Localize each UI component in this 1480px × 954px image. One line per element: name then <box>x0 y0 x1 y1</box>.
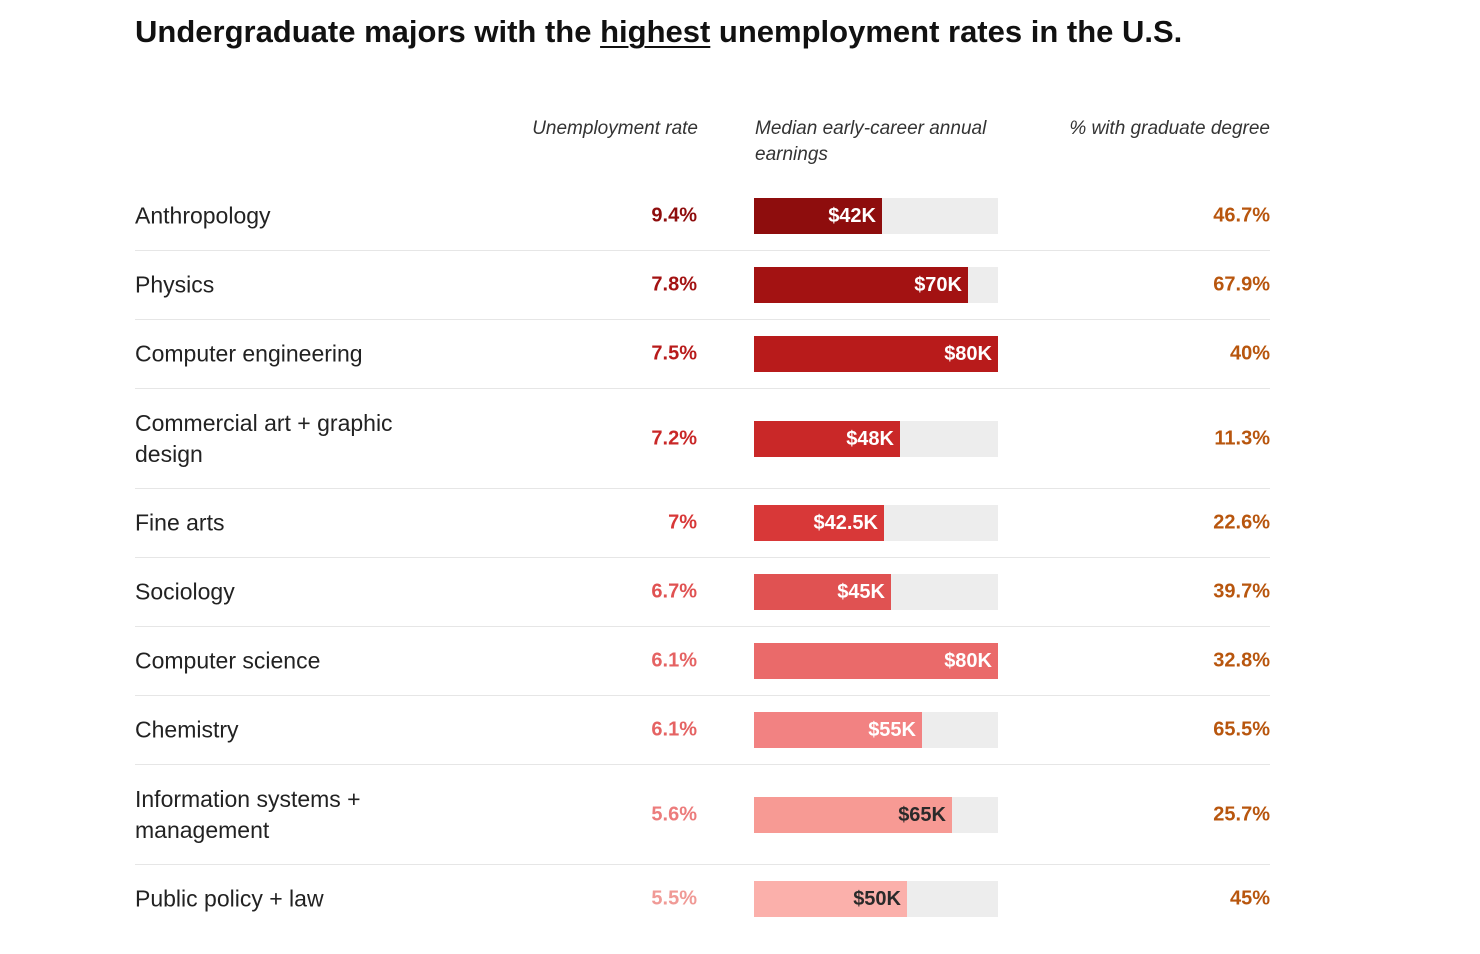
header-unemployment-rate: Unemployment rate <box>532 118 698 139</box>
header-graduate-degree: % with graduate degree <box>1069 118 1270 139</box>
title-part-1: Undergraduate majors with the <box>135 14 601 49</box>
earnings-bar-track: $50K <box>754 881 998 917</box>
earnings-label: $80K <box>944 650 992 672</box>
unemployment-rate-value: 6.1% <box>651 718 697 741</box>
majors-table: Anthropology 9.4% $42K 46.7% Physics 7.8% $70K… <box>135 182 1270 933</box>
earnings-label: $45K <box>837 581 885 603</box>
unemployment-rate-value: 7% <box>668 511 697 534</box>
earnings-bar-track: $48K <box>754 420 998 457</box>
table-row: Anthropology 9.4% $42K 46.7% <box>135 182 1270 251</box>
major-name: Computer engineering <box>135 340 363 367</box>
graduate-degree-value: 32.8% <box>1213 649 1270 672</box>
earnings-label: $80K <box>944 343 992 365</box>
earnings-bar-track: $45K <box>754 574 998 610</box>
table-row: Fine arts 7% $42.5K 22.6% <box>135 489 1270 558</box>
header-median-earnings: Median early-career annual earnings <box>755 118 987 165</box>
earnings-label: $55K <box>868 719 916 741</box>
graduate-degree-value: 40% <box>1229 342 1270 365</box>
graduate-degree-value: 46.7% <box>1213 204 1270 227</box>
earnings-bar: $55K <box>754 712 922 748</box>
unemployment-rate-value: 5.5% <box>651 887 697 910</box>
table-row: Public policy + law 5.5% $50K 45% <box>135 865 1270 933</box>
earnings-bar-track: $65K <box>754 796 998 833</box>
earnings-bar: $65K <box>754 796 952 833</box>
earnings-bar: $48K <box>754 420 900 457</box>
title-part-2: unemployment rates in the U.S. <box>710 14 1183 49</box>
earnings-bar-track: $42.5K <box>754 505 998 541</box>
earnings-label: $70K <box>914 274 962 296</box>
title-emphasis: highest <box>600 14 711 49</box>
earnings-bar: $70K <box>754 267 968 303</box>
unemployment-rate-value: 5.6% <box>651 803 697 825</box>
graduate-degree-value: 65.5% <box>1213 718 1270 741</box>
earnings-bar: $80K <box>754 336 998 372</box>
unemployment-rate-value: 7.8% <box>651 273 697 296</box>
table-row: Information systems + management 5.6% $65K… <box>135 765 1270 865</box>
graduate-degree-value: 25.7% <box>1213 803 1270 825</box>
earnings-bar: $80K <box>754 643 998 679</box>
table-row: Commercial art + graphic design 7.2% $48K 1… <box>135 389 1270 489</box>
graduate-degree-value: 39.7% <box>1213 580 1270 603</box>
graduate-degree-value: 11.3% <box>1214 427 1270 449</box>
unemployment-rate-value: 6.1% <box>651 649 697 672</box>
earnings-bar: $42.5K <box>754 505 884 541</box>
earnings-bar: $50K <box>754 881 907 917</box>
earnings-bar: $45K <box>754 574 891 610</box>
earnings-label: $65K <box>898 803 946 826</box>
table-row: Sociology 6.7% $45K 39.7% <box>135 558 1270 627</box>
earnings-label: $42.5K <box>813 512 879 534</box>
graduate-degree-value: 22.6% <box>1213 511 1270 534</box>
major-name: Chemistry <box>135 716 239 743</box>
chart-title: Undergraduate majors with the highest un… <box>135 14 1182 50</box>
major-name: Computer science <box>135 647 321 674</box>
unemployment-rate-value: 7.2% <box>651 427 697 449</box>
earnings-bar-track: $80K <box>754 336 998 372</box>
major-name: Public policy + law <box>135 885 324 912</box>
major-name: Physics <box>135 271 215 298</box>
unemployment-rate-value: 9.4% <box>651 204 697 227</box>
earnings-bar-track: $70K <box>754 267 998 303</box>
earnings-bar: $42K <box>754 198 882 234</box>
earnings-label: $48K <box>846 427 894 450</box>
earnings-bar-track: $55K <box>754 712 998 748</box>
major-name: Commercial art + graphic design <box>135 409 393 467</box>
major-name: Information systems + management <box>135 785 361 843</box>
major-name: Sociology <box>135 578 235 605</box>
graduate-degree-value: 45% <box>1229 887 1270 910</box>
table-row: Physics 7.8% $70K 67.9% <box>135 251 1270 320</box>
major-name: Fine arts <box>135 509 225 536</box>
earnings-bar-track: $80K <box>754 643 998 679</box>
table-row: Chemistry 6.1% $55K 65.5% <box>135 696 1270 765</box>
earnings-label: $50K <box>853 888 901 910</box>
unemployment-rate-value: 7.5% <box>651 342 697 365</box>
graduate-degree-value: 67.9% <box>1213 273 1270 296</box>
earnings-bar-track: $42K <box>754 198 998 234</box>
earnings-label: $42K <box>828 205 876 227</box>
table-row: Computer science 6.1% $80K 32.8% <box>135 627 1270 696</box>
major-name: Anthropology <box>135 202 271 229</box>
unemployment-rate-value: 6.7% <box>651 580 697 603</box>
table-row: Computer engineering 7.5% $80K 40% <box>135 320 1270 389</box>
